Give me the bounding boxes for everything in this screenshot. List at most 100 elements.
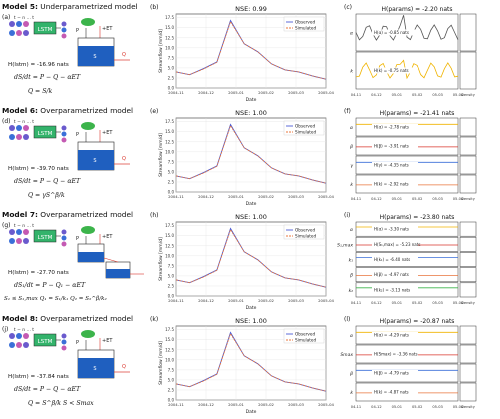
- storage-label: S: [93, 158, 96, 164]
- input-node: [9, 342, 15, 348]
- param-axis-label: α: [350, 228, 353, 233]
- param-x-tick: 04-12: [371, 197, 381, 201]
- lstm-entropy: H(lstm) = -16.96 nats: [8, 62, 69, 68]
- x-tick-label: 2005-01: [228, 402, 244, 407]
- streamflow-chart: 0.0 2.5 5.0 7.5 10.0 12.5 15.0 17.5 2004-11 2004-…: [158, 317, 335, 415]
- param-axis-label: S₁,max: [337, 242, 353, 248]
- x-tick-label: 2004-11: [168, 298, 184, 303]
- param-panel: H(params) = -20.87 nats α H(α) = -4.29 nat…: [340, 318, 477, 409]
- y-tick-label: 12.5: [165, 243, 174, 248]
- y-tick-label: 12.5: [165, 139, 174, 144]
- simulated-series-line: [175, 20, 327, 80]
- param-axis-label: β: [350, 371, 353, 377]
- input-node: [23, 238, 29, 244]
- param-axis-label: k: [350, 390, 353, 396]
- y-tick-label: 10.0: [165, 253, 174, 258]
- param-panel: H(params) = -23.80 nats α H(α) = -3.30 nat…: [337, 214, 477, 305]
- legend-box: [283, 16, 325, 32]
- param-x-tick: 05-03: [432, 405, 442, 409]
- param-entropy-label: H(α) = -4.29 nats: [374, 333, 409, 338]
- input-node: [16, 134, 22, 140]
- input-node: [9, 134, 15, 140]
- param-x-tick: 05-03: [432, 301, 442, 305]
- streamflow-chart: 0.0 2.5 5.0 7.5 10.0 12.5 15.0 17.5 2004-11 2004-…: [158, 5, 335, 103]
- y-tick-label: 2.5: [168, 387, 175, 392]
- input-node: [9, 21, 15, 27]
- simulated-series-line: [175, 124, 327, 184]
- et-label: +ET: [102, 26, 113, 32]
- panel-label-left: (j): [2, 326, 9, 333]
- param-entropy-bg: [372, 286, 418, 293]
- param-entropy-label: H(α) = -2.78 nats: [374, 125, 409, 130]
- tank2-water: [106, 269, 130, 278]
- model-schematic: LSTM t − n ... t P +ET: [9, 223, 144, 279]
- param-axis-label: k₂: [349, 288, 354, 294]
- x-tick-label: 2004-11: [168, 194, 184, 199]
- density-subplot: [459, 174, 477, 194]
- legend-simulated-label: Simulated: [295, 26, 317, 31]
- precip-label: P: [76, 132, 79, 138]
- density-label: Density: [461, 197, 476, 201]
- y-axis-label: Streamflow [mm/d]: [158, 29, 164, 73]
- input-node: [23, 134, 29, 140]
- param-x-tick: 05-01: [392, 301, 402, 305]
- legend-simulated-label: Simulated: [295, 338, 317, 343]
- nse-title: NSE: 0.99: [235, 5, 267, 13]
- lstm-label: LSTM: [38, 27, 53, 33]
- param-entropy-bg: [372, 181, 418, 187]
- x-tick-label: 2005-04: [318, 298, 334, 303]
- x-tick-label: 2005-01: [228, 90, 244, 95]
- x-tick-label: 2005-03: [288, 194, 304, 199]
- param-entropy-label: H(γ) = -4.35 nats: [374, 163, 409, 168]
- legend-box: [283, 328, 325, 344]
- outflow-label: Q: [122, 364, 126, 370]
- y-axis-label: Streamflow [mm/d]: [158, 341, 164, 385]
- param-x-tick: 05-04: [453, 93, 464, 97]
- param-panel: H(params) = -21.41 nats α H(α) = -2.78 nat…: [350, 110, 477, 201]
- tank-water: [78, 150, 114, 170]
- flow-arrow: [103, 257, 119, 263]
- panel-label-mid: (b): [150, 4, 159, 11]
- x-tick-label: 2005-01: [228, 298, 244, 303]
- et-label: +ET: [102, 234, 113, 240]
- time-label: t − n ... t: [14, 119, 34, 125]
- panel-label-mid: (e): [150, 108, 159, 115]
- density-subplot: [459, 267, 477, 283]
- input-node: [23, 30, 29, 36]
- model-title-desc: Overparametrized model: [37, 106, 134, 115]
- y-tick-label: 17.5: [165, 223, 174, 228]
- param-axis-label: Smax: [340, 352, 353, 358]
- model-title-number: Model 7:: [2, 210, 38, 219]
- input-node: [23, 229, 29, 235]
- param-panel: H(params) = -2.20 nats α H(α) = -0.85 nats…: [350, 6, 477, 97]
- param-node: [61, 125, 67, 131]
- param-x-tick: 05-04: [453, 301, 464, 305]
- param-entropy-label: H(β) = -3.91 nats: [374, 144, 409, 149]
- density-subplot: [459, 117, 477, 137]
- model-title-number: Model 5:: [2, 2, 38, 11]
- param-node: [61, 339, 67, 345]
- panel-label-left: (g): [2, 222, 11, 229]
- water-balance-equation: dS/dt = P − Q − αET: [14, 74, 81, 81]
- y-tick-label: 5.0: [168, 377, 175, 382]
- param-node: [61, 345, 67, 351]
- y-tick-label: 10.0: [165, 45, 174, 50]
- param-node: [61, 235, 67, 241]
- simulated-series-line: [175, 332, 327, 392]
- param-entropy-bg: [372, 143, 418, 149]
- model-title: Model 5: Underparametrized model: [2, 2, 138, 11]
- input-node: [16, 21, 22, 27]
- y-tick-label: 12.5: [165, 347, 174, 352]
- param-entropy-bg: [372, 332, 418, 338]
- y-tick-label: 17.5: [165, 15, 174, 20]
- x-tick-label: 2005-04: [318, 90, 334, 95]
- x-tick-label: 2005-02: [258, 402, 274, 407]
- param-entropy-label: H(k₁) = -6.40 nats: [374, 257, 410, 262]
- model-title-desc: Overparametrized model: [37, 314, 134, 323]
- x-axis-label: Date: [246, 201, 257, 207]
- x-tick-label: 2005-03: [288, 402, 304, 407]
- outflow-label: Q: [122, 156, 126, 162]
- model-title-desc: Overparametrized model: [37, 210, 134, 219]
- legend-simulated-label: Simulated: [295, 130, 317, 135]
- time-label: t − n ... t: [14, 223, 34, 229]
